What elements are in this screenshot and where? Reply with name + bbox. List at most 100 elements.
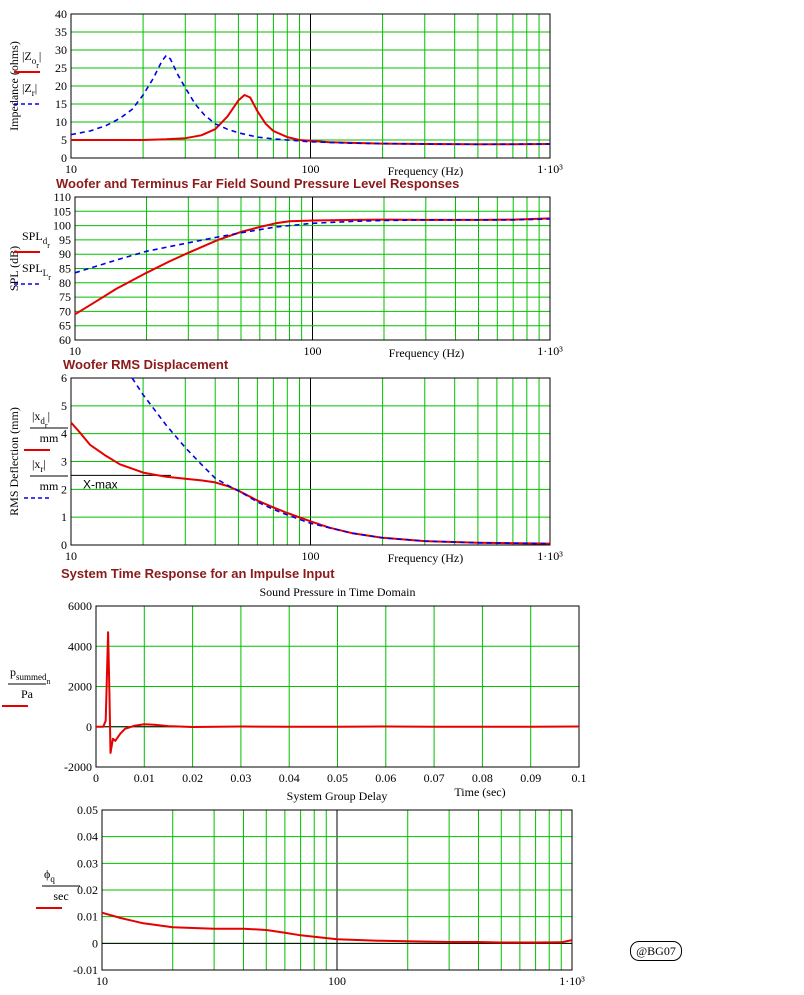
spl-heading: Woofer and Terminus Far Field Sound Pres… (56, 176, 459, 191)
legend-sub: summed (16, 672, 47, 682)
legend-entry: |Zr| (14, 81, 40, 105)
legend-sub: q (50, 874, 55, 884)
y-tick-label: 105 (53, 204, 71, 218)
legend-sub: o (32, 56, 37, 66)
legend-sub2: n (47, 677, 51, 686)
y-tick-label: 0 (61, 538, 67, 552)
legend-base: SPL (22, 229, 43, 243)
legend-entry: |xdr|mm (24, 409, 68, 451)
y-tick-label: 90 (59, 247, 71, 261)
legend-label: |xr| (32, 457, 46, 474)
legend-base: |Z (22, 49, 32, 63)
y-tick-label: 2 (61, 482, 67, 496)
series-line (131, 377, 551, 545)
x-tick-label: 0.07 (424, 771, 445, 785)
y-tick-label: 5 (61, 399, 67, 413)
legend-entry: SPLLr (14, 261, 51, 285)
y-tick-label: 75 (59, 290, 71, 304)
y-tick-label: 60 (59, 333, 71, 347)
legend-sub2: r (36, 61, 39, 70)
series-line (74, 218, 551, 274)
legend-denominator: mm (40, 431, 59, 445)
legend-base: SPL (22, 261, 43, 275)
y-tick-label: 110 (53, 190, 71, 204)
plot-frame (95, 605, 580, 768)
y-tick-label: 80 (59, 276, 71, 290)
legend-close: | (39, 49, 41, 63)
xmax-label: X-max (83, 477, 118, 491)
y-tick-label: 1 (61, 510, 67, 524)
y-tick-label: 15 (55, 97, 67, 111)
legend-denominator: sec (53, 889, 68, 903)
y-tick-label: 35 (55, 25, 67, 39)
legend-label: SPLLr (22, 261, 51, 282)
legend-label: |xdr| (32, 409, 50, 430)
legend-sub2: r (47, 241, 50, 250)
y-tick-label: 100 (53, 219, 71, 233)
y-tick-label: 20 (55, 79, 67, 93)
y-tick-label: 40 (55, 7, 67, 21)
x-tick-label: 0.1 (572, 771, 587, 785)
impedance-chart: 0 5 10 15 20 25 30 35 40 10 100 1·10³ Frequency (Hz)… (7, 7, 563, 178)
series-line (101, 911, 573, 944)
y-tick-label: -0.01 (73, 963, 98, 977)
plot-frame (101, 809, 573, 971)
y-tick-label: 95 (59, 233, 71, 247)
legend-close: | (48, 409, 50, 423)
x-axis-label: Frequency (Hz) (389, 346, 465, 360)
series-line (74, 217, 551, 316)
y-tick-label: 0 (61, 151, 67, 165)
y-axis-label: SPL (dB) (7, 246, 21, 291)
legend-sub: d (43, 236, 48, 246)
legend-label: SPLdr (22, 229, 50, 250)
y-tick-label: 30 (55, 43, 67, 57)
x-tick-label: 100 (328, 974, 346, 988)
x-axis-label: Frequency (Hz) (388, 551, 464, 565)
legend-base: p (10, 665, 16, 679)
y-tick-label: 2000 (68, 680, 92, 694)
y-tick-label: 0.03 (77, 856, 98, 870)
time-response-heading: System Time Response for an Impulse Inpu… (61, 566, 335, 581)
legend-base: ϕ (44, 867, 50, 881)
y-tick-label: 6 (61, 371, 67, 385)
legend-close: | (43, 457, 45, 471)
x-tick-label: 0.08 (472, 771, 493, 785)
legend-sub: d (40, 416, 45, 426)
y-axis-label: RMS Deflection (mm) (7, 407, 21, 516)
x-tick-label: 1·10³ (537, 549, 563, 563)
legend-entry: SPLdr (14, 229, 50, 253)
chart-subtitle: System Group Delay (287, 789, 388, 803)
y-tick-label: 4 (61, 427, 67, 441)
displacement-chart: 0 1 2 3 4 5 6 10 100 1·10³ Frequency (Hz) RMS Defle… (7, 371, 563, 565)
y-axis-label: Impedance (ohms) (7, 41, 21, 131)
x-tick-label: 100 (302, 549, 320, 563)
x-tick-label: 1·10³ (537, 162, 563, 176)
x-tick-label: 0.06 (375, 771, 396, 785)
chart-subtitle: Sound Pressure in Time Domain (259, 585, 415, 599)
legend-entry: ϕq sec (36, 867, 80, 909)
x-tick-label: 10 (96, 974, 108, 988)
legend-entry: |xr| mm (24, 457, 68, 499)
legend-sub2: r (45, 421, 48, 430)
y-tick-label: 3 (61, 455, 67, 469)
x-tick-label: 0.01 (134, 771, 155, 785)
y-tick-label: 5 (61, 133, 67, 147)
y-tick-label: 65 (59, 319, 71, 333)
legend-entry: |Zor| (14, 49, 41, 73)
series-line (71, 94, 551, 146)
x-tick-label: 10 (65, 549, 77, 563)
y-tick-label: 0.04 (77, 830, 98, 844)
y-tick-label: 0.05 (77, 803, 98, 817)
y-tick-label: 70 (59, 304, 71, 318)
x-tick-label: 100 (302, 162, 320, 176)
x-tick-label: 10 (65, 162, 77, 176)
legend-label: |Zr| (22, 81, 37, 98)
legend-denominator: Pa (21, 687, 34, 701)
x-tick-label: 1·10³ (559, 974, 585, 988)
x-tick-label: 1·10³ (537, 344, 563, 358)
x-tick-label: 0.05 (327, 771, 348, 785)
legend-entry: psummedn Pa (2, 665, 51, 707)
